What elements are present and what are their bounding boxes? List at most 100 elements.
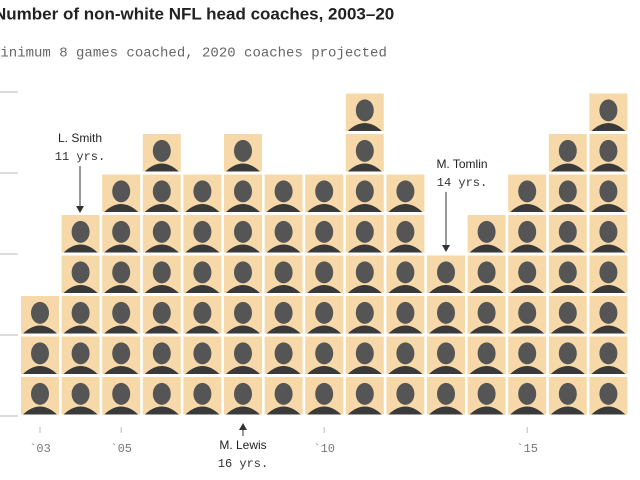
coach-face [234,261,252,284]
coach-shoulders [104,325,139,334]
coach-shoulders [266,325,301,334]
coach-face [112,261,131,284]
coach-face [599,342,618,365]
coach-face [599,180,618,203]
coach-face [274,180,293,203]
arrow-head [76,206,84,213]
coach-face [355,220,374,243]
coach-shoulders [388,406,423,415]
coach-face [355,261,374,284]
coach-face [477,301,496,324]
coach-shoulders [550,163,585,172]
coach-face [234,301,252,324]
coach-face [518,220,537,243]
coach-shoulders [307,244,342,253]
coach-shoulders [63,406,98,415]
coach-shoulders [104,204,139,212]
coach-face [152,139,171,162]
coach-face [234,180,252,203]
coach-shoulders [144,285,179,293]
coach-column [21,296,59,415]
coach-shoulders [307,204,342,212]
coach-face [315,301,334,324]
coach-face [193,180,212,203]
coach-shoulders [63,244,98,253]
coach-face [599,261,618,284]
coach-shoulders [226,406,260,415]
annotation-name: M. Lewis [219,438,266,452]
coach-face [31,301,49,324]
coach-shoulders [104,366,139,374]
coach-shoulders [226,244,260,253]
coach-shoulders [550,406,585,415]
arrow-head [442,245,450,252]
coach-shoulders [144,366,179,374]
coach-shoulders [144,406,179,415]
coach-column [508,174,547,415]
coach-shoulders [226,163,260,172]
coach-face [71,261,90,284]
coach-face [558,382,577,405]
coach-shoulders [510,244,545,253]
coach-face [193,220,212,243]
coach-shoulders [347,244,382,253]
coach-shoulders [550,366,585,374]
annotation-text: 16 yrs. [218,457,268,471]
coach-shoulders [185,244,220,253]
coach-column [427,255,465,415]
coach-shoulders [469,285,504,293]
coach-shoulders [388,244,423,253]
coach-shoulders [307,366,342,374]
coach-face [31,342,49,365]
coach-face [274,220,293,243]
coach-face [477,382,496,405]
coach-face [355,342,374,365]
coach-face [315,342,334,365]
coach-face [599,220,618,243]
coach-shoulders [591,244,626,253]
coach-face [31,382,49,405]
coach-face [234,139,252,162]
coach-shoulders [347,163,382,172]
coach-face [315,382,334,405]
coach-column [102,174,141,415]
coach-shoulders [591,163,626,172]
coach-shoulders [185,204,220,212]
coach-face [355,139,374,162]
coach-face [355,301,374,324]
coach-face [558,180,577,203]
x-tick-label: `03 [29,442,51,456]
coach-shoulders [23,406,57,415]
coach-face [396,220,415,243]
coach-shoulders [185,285,220,293]
coach-face [518,301,537,324]
coach-face [152,180,171,203]
coach-shoulders [144,204,179,212]
coach-face [152,382,171,405]
coach-face [558,301,577,324]
coach-face [355,180,374,203]
coach-face [274,342,293,365]
coach-shoulders [510,406,545,415]
coach-shoulders [104,285,139,293]
coach-face [193,382,212,405]
coach-shoulders [591,366,626,374]
coach-face [152,301,171,324]
coach-shoulders [347,285,382,293]
coach-face [558,261,577,284]
coach-shoulders [266,204,301,212]
coach-face [477,342,496,365]
coach-shoulders [550,244,585,253]
coach-shoulders [144,163,179,172]
coach-column [61,215,100,415]
coach-face [193,342,212,365]
arrow-head [239,423,247,430]
coach-face [396,261,415,284]
coach-face [599,139,618,162]
coach-face [234,220,252,243]
coach-face [518,382,537,405]
coach-shoulders [591,204,626,212]
coach-face [274,261,293,284]
coach-face [437,301,455,324]
